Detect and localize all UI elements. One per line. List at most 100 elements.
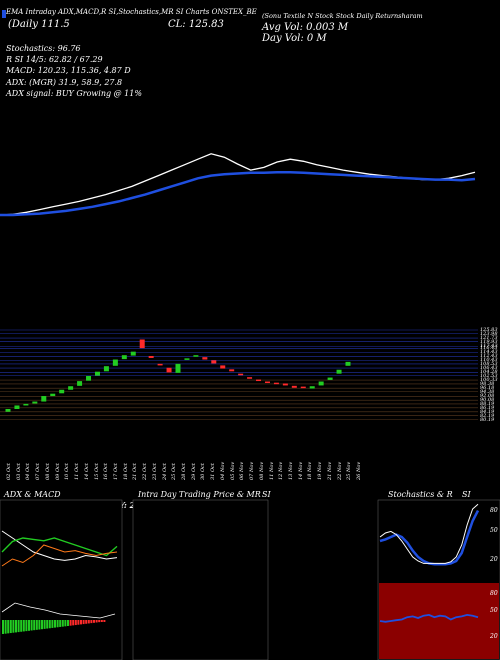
macd-bar [74, 620, 77, 626]
price-label: 114.43 [480, 349, 498, 356]
macd-bar [20, 620, 23, 632]
price-label: 123.98 [480, 330, 498, 337]
candle [166, 367, 172, 373]
macd-bar [87, 620, 90, 624]
header-title: EMA Intraday ADX,MACD,R SI,Stochastics,M… [6, 8, 257, 16]
price-label: 117.43 [480, 343, 498, 350]
candle [157, 363, 163, 366]
candle [327, 377, 333, 380]
macd-bar [35, 620, 38, 630]
avg-volume: Avg Vol: 0.003 M [262, 22, 349, 33]
candle [23, 403, 29, 406]
minus-di-line [1, 544, 118, 567]
macd-bar [46, 620, 49, 629]
price-label: 125.83 [480, 327, 498, 333]
price-label: 86.19 [480, 404, 495, 411]
macd-bar [85, 620, 88, 624]
macd-bar [77, 620, 80, 625]
price-label: 98.38 [480, 380, 495, 387]
stoch-fast-line [379, 503, 479, 564]
price-label: 116.43 [480, 345, 498, 352]
ema-long-line [0, 170, 476, 217]
stoch-panel-si: SI [462, 490, 471, 499]
candle [148, 355, 154, 358]
candle [247, 377, 253, 379]
macd-bar [64, 620, 67, 627]
rsi-readout: R SI 14/5: 62.82 / 67.29 [6, 55, 103, 64]
price-label: 108.53 [480, 360, 498, 367]
blue-marker [2, 10, 6, 18]
candle [59, 389, 65, 394]
macd-bar [98, 620, 101, 623]
macd-bar [43, 620, 46, 629]
macd-bar [72, 620, 75, 626]
rsi-axis-50: 50 [490, 607, 498, 614]
intraday-panel-title: Intra Day Trading Price & MR [138, 490, 261, 499]
price-label: 88.19 [480, 400, 495, 407]
price-label: 121.73 [480, 335, 498, 342]
adx-line [1, 530, 118, 561]
candle [50, 393, 56, 397]
price-grid [0, 329, 478, 420]
candle [336, 369, 342, 374]
macd-bar [22, 620, 25, 632]
macd-bar [69, 620, 72, 626]
plus-di-line [1, 537, 118, 557]
price-label: 106.43 [480, 365, 498, 372]
stochastics-readout: Stochastics: 96.76 [6, 44, 81, 53]
candle [291, 385, 297, 388]
macd-bar [93, 620, 95, 623]
macd-line [1, 602, 116, 619]
candle [264, 381, 270, 384]
price-label: 84.19 [480, 408, 495, 415]
macd-bar [15, 620, 17, 633]
price-label: 80.19 [480, 416, 495, 423]
macd-bar [2, 620, 4, 634]
rsi-axis-80: 80 [490, 590, 498, 597]
candle [282, 383, 288, 386]
macd-bar [82, 620, 85, 625]
price-label: 100.33 [480, 377, 498, 384]
candle [5, 409, 11, 412]
candle [94, 371, 100, 376]
price-chart [0, 153, 478, 420]
macd-bar [95, 620, 98, 623]
rsi-axis-20: 20 [490, 633, 498, 640]
macd-bar [25, 620, 28, 632]
price-label: 94.38 [480, 388, 495, 395]
candle [139, 339, 145, 349]
candle [175, 363, 181, 373]
candle [211, 360, 217, 364]
candle [184, 358, 190, 360]
candle [238, 373, 244, 376]
candle [273, 382, 279, 385]
header-daily: (Daily 111.5 [8, 19, 70, 30]
adx-lines [1, 530, 118, 634]
header-company: (Sonu Textile N Stock Stock Daily Return… [262, 12, 423, 20]
intraday-panel-si: SI [262, 490, 271, 499]
macd-bar [30, 620, 33, 631]
macd-bar [28, 620, 30, 631]
macd-bar [4, 620, 7, 634]
candle [318, 381, 324, 386]
price-label: 110.43 [480, 357, 498, 364]
ema-lines [0, 153, 476, 217]
macd-bar [103, 620, 106, 622]
candle [103, 366, 109, 372]
stochastic-lines [379, 503, 480, 623]
macd-bar [41, 620, 43, 630]
candle [32, 401, 38, 404]
candle [300, 386, 306, 389]
macd-bar [67, 620, 69, 626]
candle [130, 351, 136, 356]
candle [309, 386, 315, 389]
macd-bar [17, 620, 20, 633]
macd-bar [51, 620, 54, 628]
price-label: 102.53 [480, 372, 498, 379]
candle [229, 369, 235, 372]
candle [68, 386, 74, 390]
candle [77, 381, 83, 386]
macd-bar [59, 620, 62, 627]
candle [193, 355, 199, 357]
candle [220, 365, 226, 369]
